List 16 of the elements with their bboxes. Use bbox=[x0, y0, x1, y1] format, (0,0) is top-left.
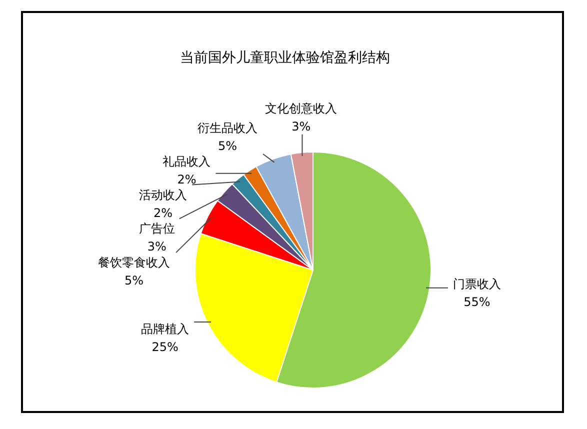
slice-label: 活动收入 bbox=[139, 188, 188, 202]
chart-title: 当前国外儿童职业体验馆盈利结构 bbox=[180, 50, 390, 66]
data-label: 25% bbox=[152, 340, 178, 354]
slice-label: 衍生品收入 bbox=[198, 120, 258, 135]
slice-label: 礼品收入 bbox=[162, 154, 211, 168]
slice-label: 广告位 bbox=[138, 222, 175, 236]
data-label: 5% bbox=[218, 138, 238, 153]
data-label: 2% bbox=[154, 206, 173, 220]
slice-label: 餐饮零食收入 bbox=[98, 256, 170, 270]
slice-label: 文化创意收入 bbox=[265, 101, 338, 116]
data-label: 3% bbox=[292, 119, 311, 134]
data-label: 5% bbox=[124, 274, 144, 288]
slice-label: 门票收入 bbox=[452, 276, 501, 291]
data-label: 3% bbox=[147, 240, 166, 254]
data-label: 55% bbox=[464, 294, 490, 309]
slice-label: 品牌植入 bbox=[141, 322, 190, 336]
